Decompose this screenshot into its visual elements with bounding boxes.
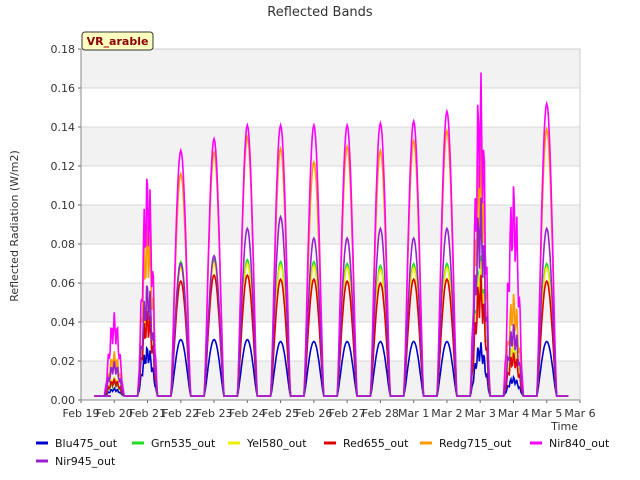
legend-item-nir840: Nir840_out [530,437,610,450]
x-tick-label: Feb 21 [129,407,166,420]
y-tick-label: 0.16 [51,82,76,95]
legend-item-grn: Grn535_out [132,437,216,450]
x-tick-label: Mar 2 [431,407,462,420]
y-tick-label: 0.14 [51,121,76,134]
y-tick-label: 0.08 [51,238,76,251]
legend-label: Redg715_out [439,437,512,450]
legend-label: Blu475_out [55,437,118,450]
band-6 [81,127,580,166]
series-lines [94,72,569,397]
x-tick-label: Feb 27 [329,407,366,420]
series-line-nir945 [94,197,569,397]
legend-label: Red655_out [343,437,409,450]
y-tick-label: 0.18 [51,43,76,56]
band-4 [81,205,580,244]
band-2 [81,283,580,322]
y-tick-label: 0.12 [51,160,76,173]
y-axis-label: Reflected Radiation (W/m2) [8,150,21,302]
x-tick-label: Feb 22 [162,407,199,420]
x-tick-label: Mar 6 [564,407,595,420]
y-tick-label: 0.00 [51,394,76,407]
x-axis-label: Time [550,420,578,433]
legend-item-blu: Blu475_out [36,437,118,450]
x-tick-label: Feb 20 [96,407,133,420]
x-tick-label: Mar 3 [465,407,496,420]
x-tick-label: Mar 1 [398,407,429,420]
legend-item-yel: Yel580_out [228,437,307,450]
legend: Blu475_out Grn535_out Yel580_out Red655_out… [36,437,610,468]
x-tick-label: Feb 23 [196,407,233,420]
band-0 [81,361,580,400]
band-8 [81,49,580,88]
legend-item-nir945: Nir945_out [36,455,116,468]
x-tick-label: Feb 25 [262,407,299,420]
plot-frame [80,48,581,401]
y-tick-label: 0.10 [51,199,76,212]
legend-item-red: Red655_out [324,437,409,450]
x-tick-label: Mar 4 [498,407,529,420]
y-tick-label: 0.04 [51,316,76,329]
y-tick-label: 0.06 [51,277,76,290]
site-badge: VR_arable [81,31,154,51]
legend-label: Nir840_out [549,437,610,450]
y-tick-labels: 0.00 0.02 0.04 0.06 0.08 0.10 0.12 0.14 0.16 0.18 [51,43,81,407]
background-bands [81,49,580,400]
x-tick-label: Mar 5 [531,407,562,420]
y-tick-label: 0.02 [51,355,76,368]
legend-item-redg: Redg715_out [420,437,512,450]
chart-title: Reflected Bands [267,5,373,20]
series-line-redg [94,125,569,397]
x-tick-label: Feb 26 [295,407,332,420]
legend-label: Yel580_out [246,437,307,450]
legend-label: Nir945_out [55,455,116,468]
x-tick-label: Feb 19 [63,407,100,420]
site-badge-label: VR_arable [87,35,149,48]
legend-label: Grn535_out [151,437,216,450]
x-tick-label: Feb 28 [362,407,399,420]
x-tick-label: Feb 24 [229,407,266,420]
site-badge-box [81,31,154,51]
